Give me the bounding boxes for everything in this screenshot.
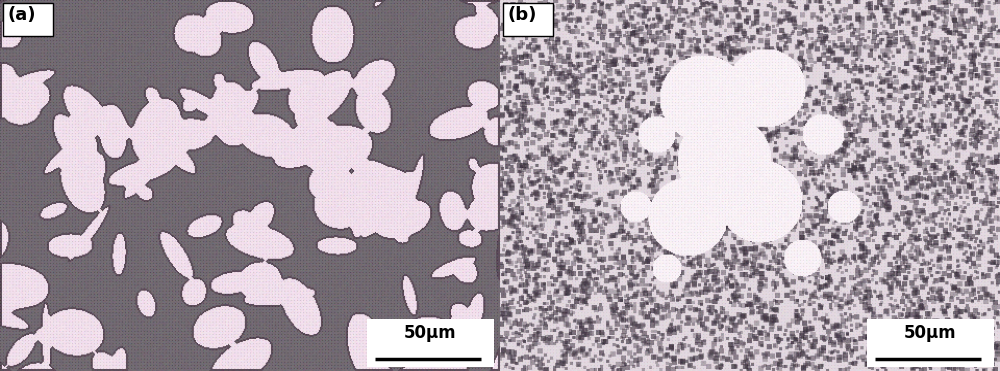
- Text: (b): (b): [507, 6, 537, 24]
- Bar: [3, 3, 53, 36]
- Text: 50μm: 50μm: [904, 324, 957, 342]
- Text: 50μm: 50μm: [404, 324, 457, 342]
- Bar: [503, 3, 553, 36]
- Text: (a): (a): [7, 6, 36, 24]
- Bar: [867, 319, 994, 367]
- Bar: [367, 319, 494, 367]
